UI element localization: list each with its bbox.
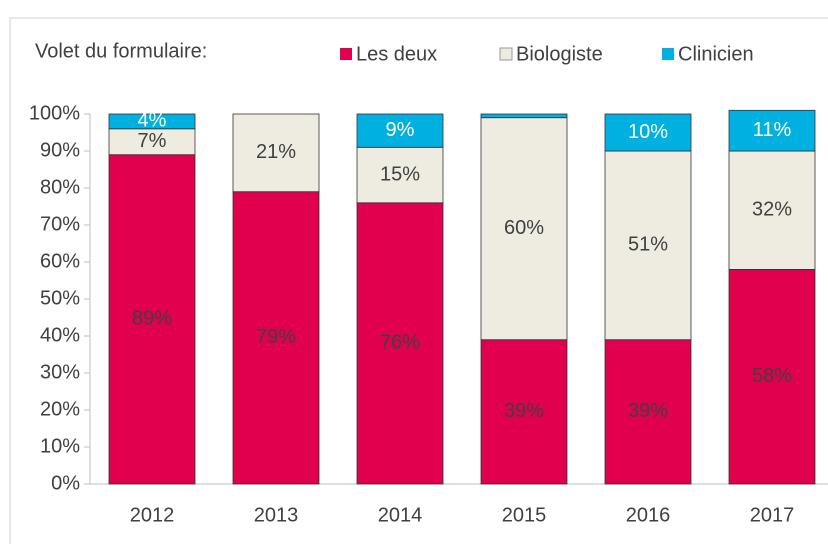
bar-segment [108, 113, 196, 130]
bar-segment [480, 339, 568, 485]
bar-segment [356, 146, 444, 204]
bar-segment [480, 117, 568, 341]
data-label: 21% [256, 141, 296, 163]
data-label: 51% [628, 234, 668, 256]
x-tick-label: 2014 [378, 504, 423, 526]
legend-label: Les deux [356, 43, 437, 65]
data-label: 39% [504, 400, 544, 422]
legend-label: Biologiste [516, 43, 603, 65]
legend-swatch [340, 48, 352, 60]
data-label: 7% [138, 130, 167, 152]
bar-segment [480, 113, 568, 119]
x-tick-label: 2015 [502, 504, 547, 526]
y-tick-label: 10% [40, 435, 80, 457]
y-tick-label: 70% [40, 213, 80, 235]
legend-swatch [499, 47, 513, 61]
data-label: 39% [628, 400, 668, 422]
data-label: 79% [256, 326, 296, 348]
bar-segment [356, 113, 444, 148]
bar-segment [604, 150, 692, 341]
data-label: 10% [628, 121, 668, 143]
data-label: 89% [132, 308, 172, 330]
data-label: 60% [504, 217, 544, 239]
bar-segment [604, 113, 692, 152]
y-tick-label: 0% [51, 472, 80, 494]
data-label: 9% [386, 119, 415, 141]
bar-segment [108, 154, 196, 485]
data-label: 1% [510, 94, 539, 116]
bar-segment [728, 109, 816, 152]
y-tick-label: 80% [40, 176, 80, 198]
data-label: 32% [752, 198, 792, 220]
bar-segment [728, 268, 816, 485]
y-tick-label: 50% [40, 287, 80, 309]
x-tick-label: 2012 [130, 504, 175, 526]
bar-segment [232, 191, 320, 485]
bar-segment [604, 339, 692, 485]
legend-swatch [662, 48, 674, 60]
x-tick-label: 2013 [254, 504, 299, 526]
bar-segment [728, 150, 816, 270]
data-label: 15% [380, 163, 420, 185]
y-tick-label: 60% [40, 250, 80, 272]
y-tick-label: 40% [40, 324, 80, 346]
x-tick-label: 2017 [750, 504, 795, 526]
legend-label: Clinicien [678, 43, 754, 65]
y-tick-label: 20% [40, 398, 80, 420]
bar-segment [356, 202, 444, 485]
data-label: 76% [380, 332, 420, 354]
data-label: 58% [752, 365, 792, 387]
data-label: 11% [753, 119, 792, 141]
x-tick-label: 2016 [626, 504, 671, 526]
bar-segment [232, 113, 320, 193]
legend-title: Volet du formulaire: [35, 40, 207, 62]
y-tick-label: 90% [40, 139, 80, 161]
data-label: 4% [138, 110, 167, 132]
y-tick-label: 100% [29, 102, 80, 124]
y-tick-label: 30% [40, 361, 80, 383]
